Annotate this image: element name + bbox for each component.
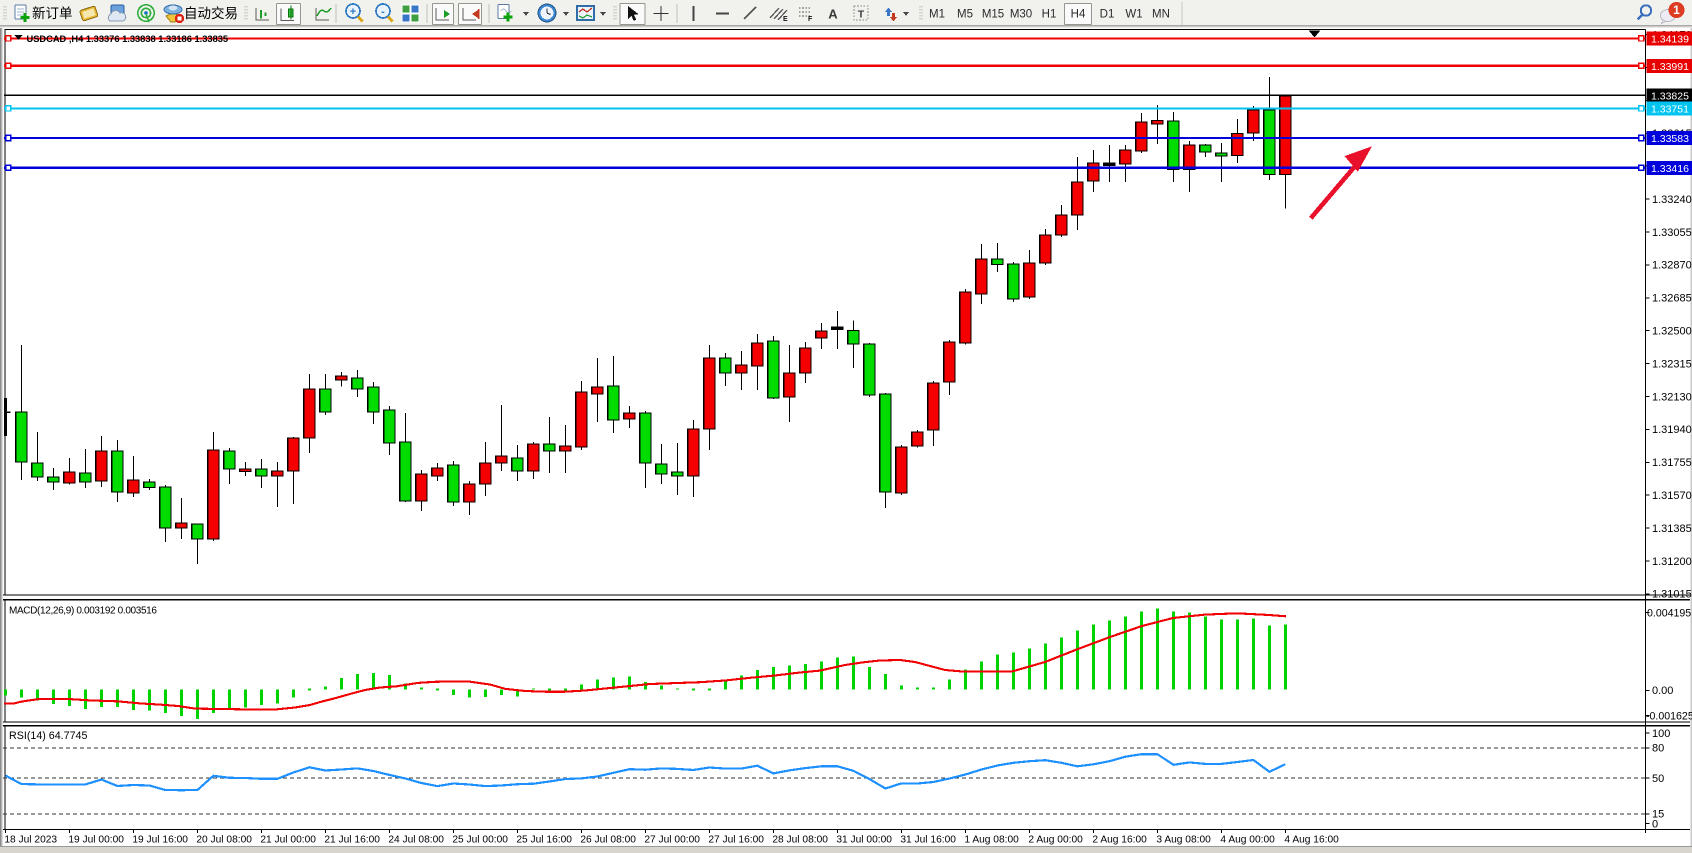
svg-text:D1: D1 [1100, 9, 1115, 21]
svg-text:MN: MN [1152, 9, 1170, 21]
svg-text:2 Aug 00:00: 2 Aug 00:00 [1028, 834, 1083, 845]
svg-text:M5: M5 [957, 9, 973, 21]
svg-text:19 Jul 00:00: 19 Jul 00:00 [68, 834, 124, 845]
svg-text:0.004195: 0.004195 [1647, 607, 1691, 619]
svg-text:-: - [381, 6, 385, 18]
svg-text:H1: H1 [1042, 9, 1057, 21]
svg-text:1.31570: 1.31570 [1652, 490, 1692, 502]
svg-text:24 Jul 08:00: 24 Jul 08:00 [388, 834, 444, 845]
svg-text:1.32870: 1.32870 [1652, 260, 1692, 272]
svg-text:27 Jul 00:00: 27 Jul 00:00 [644, 834, 700, 845]
svg-text:MACD(12,26,9) 0.003192 0.00351: MACD(12,26,9) 0.003192 0.003516 [9, 606, 157, 617]
svg-text:100: 100 [1652, 728, 1670, 740]
svg-text:27 Jul 16:00: 27 Jul 16:00 [708, 834, 764, 845]
svg-text:1.33583: 1.33583 [1651, 133, 1689, 145]
svg-text:21 Jul 00:00: 21 Jul 00:00 [260, 834, 316, 845]
svg-text:31 Jul 16:00: 31 Jul 16:00 [900, 834, 956, 845]
svg-text:18 Jul 2023: 18 Jul 2023 [4, 834, 57, 845]
svg-text:M30: M30 [1010, 9, 1032, 21]
svg-text:28 Jul 08:00: 28 Jul 08:00 [772, 834, 828, 845]
svg-text:F: F [808, 16, 813, 23]
svg-text:RSI(14) 64.7745: RSI(14) 64.7745 [9, 730, 87, 742]
svg-text:-0.001625: -0.001625 [1646, 710, 1692, 722]
svg-text:3 Aug 08:00: 3 Aug 08:00 [1156, 834, 1211, 845]
svg-text:1.31015: 1.31015 [1652, 589, 1692, 601]
svg-text:4 Aug 00:00: 4 Aug 00:00 [1220, 834, 1275, 845]
svg-text:26 Jul 08:00: 26 Jul 08:00 [580, 834, 636, 845]
svg-text:31 Jul 00:00: 31 Jul 00:00 [836, 834, 892, 845]
svg-text:M1: M1 [929, 9, 945, 21]
svg-text:0: 0 [1652, 818, 1658, 830]
svg-text:1.31755: 1.31755 [1652, 457, 1692, 469]
svg-text:1.33751: 1.33751 [1651, 103, 1689, 115]
svg-text:H4: H4 [1071, 9, 1086, 21]
svg-text:19 Jul 16:00: 19 Jul 16:00 [132, 834, 188, 845]
svg-text:1.33991: 1.33991 [1651, 61, 1689, 73]
svg-text:1 Aug 08:00: 1 Aug 08:00 [964, 834, 1019, 845]
svg-text:E: E [783, 16, 788, 23]
svg-text:4 Aug 16:00: 4 Aug 16:00 [1284, 834, 1339, 845]
svg-text:W1: W1 [1125, 9, 1142, 21]
svg-text:1.32500: 1.32500 [1652, 326, 1692, 338]
svg-text:1.33825: 1.33825 [1651, 90, 1689, 102]
svg-text:1.33416: 1.33416 [1651, 163, 1689, 175]
svg-text:1.31200: 1.31200 [1652, 556, 1692, 568]
svg-text:1.33240: 1.33240 [1652, 194, 1692, 206]
svg-text:25 Jul 00:00: 25 Jul 00:00 [452, 834, 508, 845]
svg-text:A: A [828, 7, 838, 22]
svg-text:M15: M15 [982, 9, 1004, 21]
svg-text:2 Aug 16:00: 2 Aug 16:00 [1092, 834, 1147, 845]
svg-text:0.00: 0.00 [1652, 685, 1673, 697]
svg-text:1.33055: 1.33055 [1652, 227, 1692, 239]
svg-text:1.34139: 1.34139 [1651, 33, 1689, 45]
svg-text:新订单: 新订单 [32, 6, 73, 21]
svg-text:1.31940: 1.31940 [1652, 424, 1692, 436]
svg-text:15: 15 [1652, 809, 1664, 821]
svg-text:1.32315: 1.32315 [1652, 358, 1692, 370]
svg-text:20 Jul 08:00: 20 Jul 08:00 [196, 834, 252, 845]
svg-text:80: 80 [1652, 743, 1664, 755]
svg-text:1.32130: 1.32130 [1652, 391, 1692, 403]
svg-text:21 Jul 16:00: 21 Jul 16:00 [324, 834, 380, 845]
svg-text:1.31385: 1.31385 [1652, 523, 1692, 535]
svg-text:自动交易: 自动交易 [184, 5, 238, 21]
svg-text:+: + [350, 6, 356, 18]
svg-text:T: T [858, 9, 865, 21]
svg-text:25 Jul 16:00: 25 Jul 16:00 [516, 834, 572, 845]
svg-text:1: 1 [1673, 3, 1680, 17]
svg-text:50: 50 [1652, 773, 1664, 785]
svg-text:USDCAD ,H4 1.33376 1.33838 1.: USDCAD ,H4 1.33376 1.33838 1.33186 1.338… [27, 34, 229, 44]
svg-text:1.32685: 1.32685 [1652, 293, 1692, 305]
